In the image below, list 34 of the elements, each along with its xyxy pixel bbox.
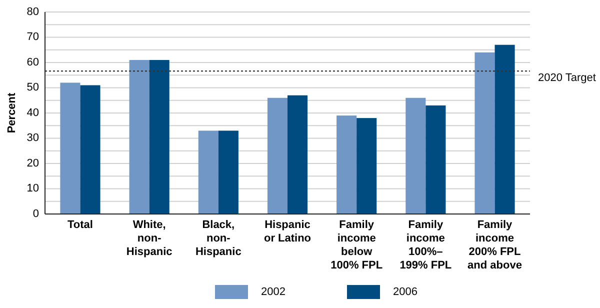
bar (129, 60, 150, 214)
legend-label: 2002 (261, 286, 286, 298)
bar (288, 95, 308, 214)
bar (218, 130, 238, 214)
bar (60, 82, 80, 214)
y-axis-title: Percent (6, 92, 18, 134)
bar (336, 116, 357, 214)
x-tick-label: White, non-Hispanic (126, 219, 172, 258)
y-tick-label: 10 (26, 182, 39, 195)
bar (426, 105, 446, 214)
y-tick-label: 20 (26, 157, 39, 170)
y-tick-label: 70 (26, 31, 39, 44)
y-tick-label: 30 (26, 132, 39, 144)
ref-line-label: 2020 Target (538, 72, 596, 84)
x-tick-label: Family income 100%–199% FPL (400, 219, 452, 272)
x-tick-label: Family income below 100% FPL (330, 219, 383, 272)
y-tick-label: 40 (26, 106, 39, 119)
y-tick-label: 0 (32, 208, 39, 220)
bar (406, 98, 426, 214)
x-tick-label: Hispanic or Latino (264, 219, 312, 244)
y-tick-label: 80 (26, 6, 39, 18)
bar (198, 130, 218, 214)
x-tick-label: Family income 200% FPL and above (468, 219, 522, 272)
bar (356, 118, 377, 214)
bar (474, 52, 495, 214)
x-tick-label: Total (68, 219, 93, 231)
legend-label: 2006 (393, 286, 418, 298)
y-tick-label: 60 (26, 56, 39, 68)
bar (149, 60, 170, 214)
bar (80, 85, 100, 214)
y-tick-label: 50 (26, 82, 39, 94)
bar (494, 44, 515, 214)
bar (267, 98, 288, 214)
x-tick-label: Black, non-Hispanic (195, 219, 242, 258)
